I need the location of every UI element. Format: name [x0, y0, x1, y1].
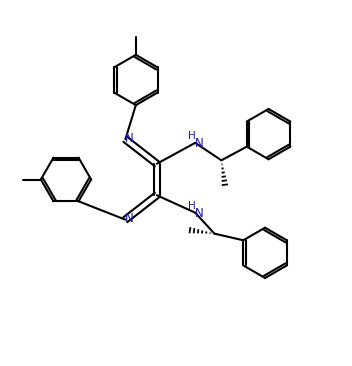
- Text: N: N: [195, 137, 204, 150]
- Text: N: N: [195, 207, 204, 220]
- Text: H: H: [188, 201, 196, 211]
- Text: N: N: [125, 132, 134, 145]
- Text: N: N: [125, 213, 134, 225]
- Text: H: H: [188, 131, 196, 141]
